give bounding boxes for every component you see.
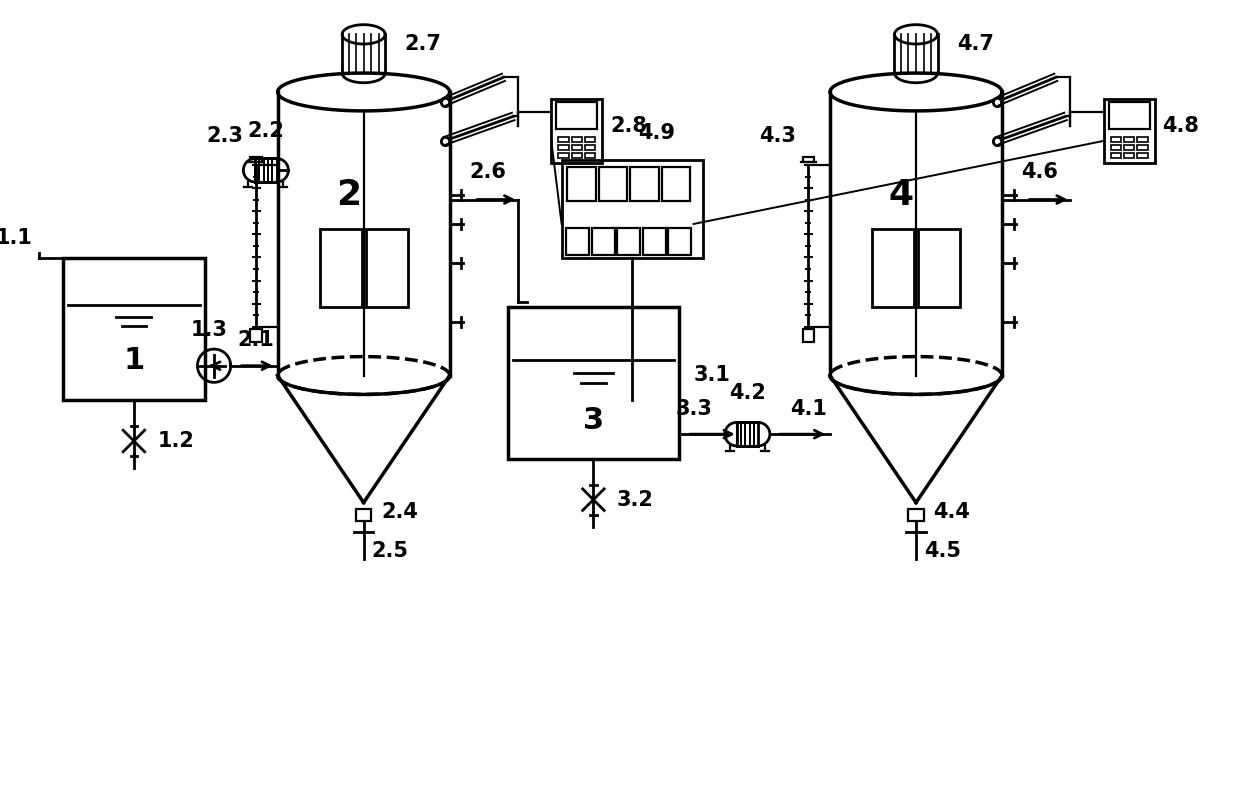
Bar	[1123, 138, 1135, 142]
Text: 2.8: 2.8	[610, 116, 647, 136]
Bar	[356, 510, 372, 522]
Text: 1.3: 1.3	[191, 320, 228, 340]
Bar	[1137, 153, 1148, 158]
Bar	[585, 145, 595, 150]
Text: 4.5: 4.5	[924, 541, 961, 561]
Text: 1.2: 1.2	[157, 431, 195, 451]
Bar	[585, 138, 595, 142]
Text: 2.6: 2.6	[469, 162, 506, 182]
Text: 2.5: 2.5	[372, 541, 408, 561]
Bar	[1123, 153, 1135, 158]
Bar	[1123, 145, 1135, 150]
Bar	[366, 229, 408, 307]
Bar	[737, 422, 758, 446]
Bar	[1137, 138, 1148, 142]
Bar	[567, 228, 589, 255]
Bar	[562, 161, 703, 258]
Bar	[630, 167, 658, 201]
Bar	[802, 328, 815, 343]
Text: 4.3: 4.3	[759, 126, 796, 145]
Bar	[558, 145, 569, 150]
Bar	[1137, 145, 1148, 150]
Bar	[568, 167, 596, 201]
Text: 4.7: 4.7	[957, 33, 994, 54]
Text: 3.1: 3.1	[693, 365, 730, 386]
Bar	[558, 138, 569, 142]
Text: 2.4: 2.4	[381, 502, 418, 522]
Bar	[1109, 103, 1149, 129]
Bar	[552, 99, 603, 163]
Text: 2.1: 2.1	[238, 330, 275, 350]
Text: 4: 4	[889, 177, 914, 211]
Bar	[642, 228, 666, 255]
Text: 4.8: 4.8	[1162, 116, 1199, 136]
Bar	[557, 103, 598, 129]
Text: 2.7: 2.7	[404, 33, 441, 54]
Bar	[802, 157, 815, 162]
Bar	[872, 229, 914, 307]
Text: 4.1: 4.1	[790, 398, 827, 418]
Text: 2.2: 2.2	[248, 121, 284, 141]
Text: 1: 1	[123, 346, 145, 374]
Text: 3.2: 3.2	[616, 490, 653, 510]
Bar	[618, 228, 640, 255]
Bar	[63, 258, 205, 400]
Bar	[1111, 145, 1121, 150]
Text: 4.4: 4.4	[934, 502, 971, 522]
Bar	[662, 167, 691, 201]
Text: 3: 3	[583, 406, 604, 435]
Text: 3.3: 3.3	[675, 398, 712, 418]
Bar	[1111, 138, 1121, 142]
Text: 1.1: 1.1	[0, 228, 32, 248]
Bar	[572, 138, 582, 142]
Bar	[599, 167, 627, 201]
Bar	[918, 229, 960, 307]
Text: 4.2: 4.2	[729, 383, 766, 403]
Text: 2.3: 2.3	[206, 126, 243, 145]
Text: 4.9: 4.9	[639, 123, 676, 143]
Bar	[250, 157, 262, 162]
Bar	[668, 228, 691, 255]
Bar	[508, 307, 680, 459]
Bar	[591, 228, 615, 255]
Bar	[908, 510, 924, 522]
Bar	[250, 328, 262, 343]
Bar	[1104, 99, 1154, 163]
Bar	[320, 229, 362, 307]
Bar	[585, 153, 595, 158]
Bar	[572, 145, 582, 150]
Text: 2: 2	[336, 177, 362, 211]
Bar	[572, 153, 582, 158]
Bar	[558, 153, 569, 158]
Text: 4.6: 4.6	[1022, 162, 1059, 182]
Bar	[1111, 153, 1121, 158]
Bar	[255, 158, 277, 182]
